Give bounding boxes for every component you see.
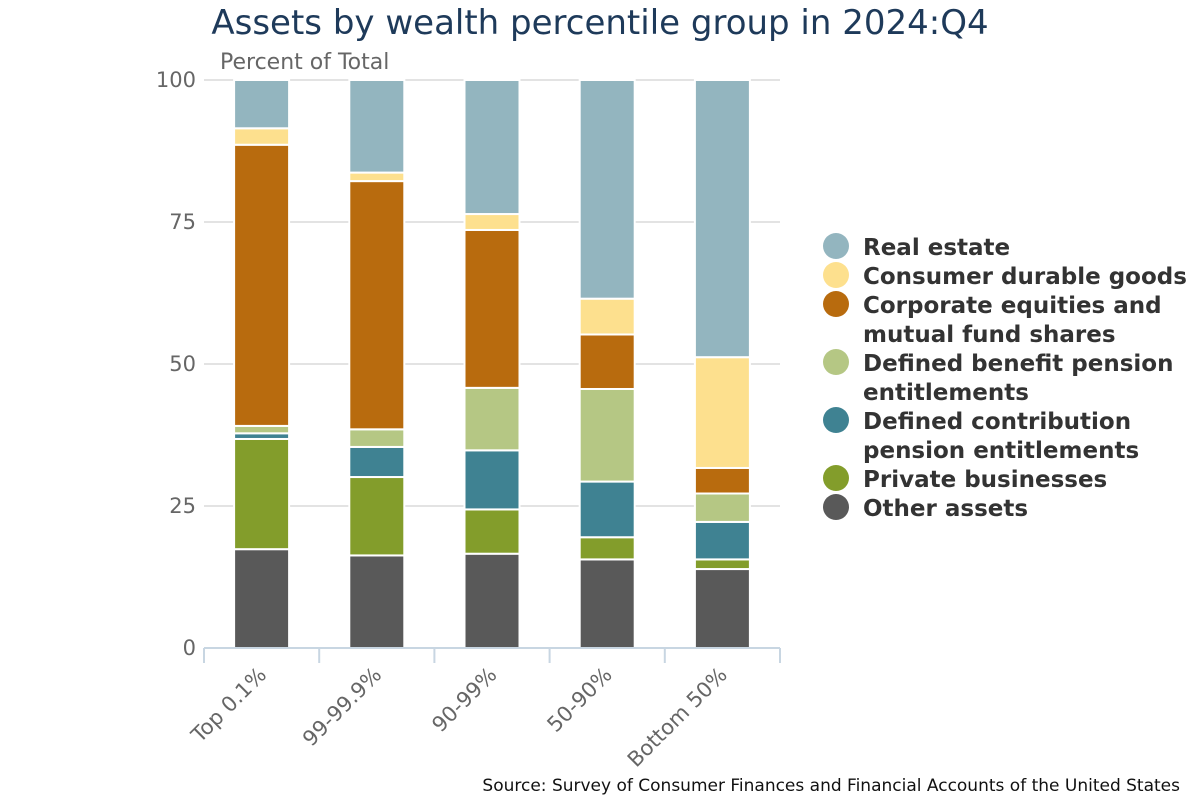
legend-swatch (823, 407, 849, 433)
x-axis: Top 0.1% 99-99.9% 90-99% 50-90% Bottom 50% (186, 647, 781, 772)
legend-label: pension entitlements (863, 438, 1139, 464)
bar-segment (233, 548, 291, 650)
bar-segment (578, 387, 636, 483)
bar-segment (233, 437, 291, 551)
legend-item: Corporate equities and mutual fund shares (823, 291, 1162, 348)
legend-item: Defined benefit pension entitlements (823, 349, 1173, 406)
bar-segment (348, 476, 406, 557)
bar-segment (578, 536, 636, 561)
bar-segment (463, 552, 521, 649)
legend-label: Defined benefit pension (863, 351, 1173, 377)
legend-swatch (823, 262, 849, 288)
legend-label: entitlements (863, 380, 1029, 406)
bar-segment (348, 554, 406, 650)
bar-segment (463, 228, 521, 389)
bar-segment (233, 79, 291, 130)
y-tick-label: 50 (169, 352, 196, 376)
y-tick-label: 0 (183, 636, 196, 660)
bar-segment (578, 79, 636, 300)
y-tick-label: 100 (156, 68, 196, 92)
legend-label: Private businesses (863, 467, 1107, 493)
legend-item: Real estate (823, 233, 1010, 261)
bar-segment (233, 143, 291, 427)
y-tick-label: 25 (169, 494, 196, 518)
bar-segment (693, 466, 751, 495)
bar-segment (693, 492, 751, 523)
legend-swatch (823, 494, 849, 520)
legend-item: Private businesses (823, 465, 1107, 493)
source-note: Source: Survey of Consumer Finances and … (482, 776, 1180, 796)
legend-item: Consumer durable goods (823, 262, 1187, 290)
bar-segment (463, 79, 521, 216)
x-tick-label: Top 0.1% (186, 663, 271, 748)
bar-segment (348, 428, 406, 448)
legend-label: mutual fund shares (863, 322, 1116, 348)
bar-segment (693, 356, 751, 469)
bar-segment (693, 520, 751, 561)
legend-swatch (823, 349, 849, 375)
legend-label: Consumer durable goods (863, 264, 1187, 290)
bar-segment (578, 558, 636, 650)
legend-swatch (823, 291, 849, 317)
bar-segment (348, 180, 406, 431)
bar-segment (578, 333, 636, 390)
bar-segment (693, 79, 751, 359)
bar-segment (463, 213, 521, 231)
bar-segment (348, 79, 406, 174)
x-tick-label: 90-99% (427, 663, 501, 737)
bar-segment (348, 445, 406, 479)
x-tick-label: 99-99.9% (298, 663, 386, 751)
x-tick-label: Bottom 50% (623, 663, 732, 772)
bar-segment (233, 127, 291, 146)
legend-item: Defined contribution pension entitlements (823, 407, 1139, 464)
bars (233, 79, 751, 650)
x-tick-label: 50-90% (543, 663, 617, 737)
y-tick-label: 75 (169, 210, 196, 234)
bar-segment (578, 480, 636, 539)
bar-segment (578, 297, 636, 336)
bar-segment (693, 568, 751, 649)
legend-swatch (823, 465, 849, 491)
bar-segment (348, 171, 406, 183)
legend-label: Defined contribution (863, 409, 1131, 435)
y-axis-label: Percent of Total (220, 50, 389, 75)
bar-segment (233, 424, 291, 435)
legend-swatch (823, 233, 849, 259)
bar-segment (463, 386, 521, 452)
legend-label: Other assets (863, 496, 1028, 522)
bar-segment (693, 558, 751, 571)
legend-label: Corporate equities and (863, 293, 1162, 319)
legend-label: Real estate (863, 235, 1010, 261)
bar-segment (463, 449, 521, 511)
chart-title: Assets by wealth percentile group in 202… (211, 3, 988, 43)
legend-item: Other assets (823, 494, 1028, 522)
bar-segment (463, 508, 521, 555)
